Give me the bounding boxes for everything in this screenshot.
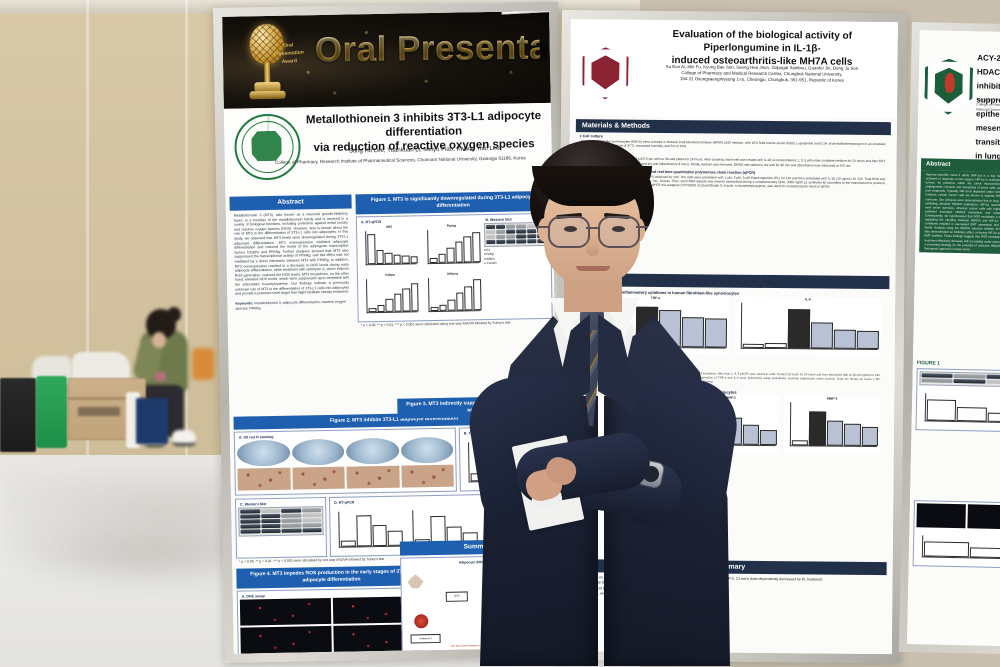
black-trash-bin bbox=[0, 378, 36, 452]
keywords-label: Keywords: bbox=[235, 300, 254, 306]
box-logo bbox=[78, 407, 120, 416]
tote-bag bbox=[136, 398, 168, 444]
presenter bbox=[452, 140, 752, 667]
figure4-header: Figure 4. MT3 impedes ROS production in … bbox=[236, 565, 427, 589]
orange-object bbox=[192, 348, 214, 380]
poster-middle-authors: Su Eun Ai, Min Fu, Kyung Bae Son, Seong … bbox=[665, 63, 859, 83]
chart-il-6: IL-6 bbox=[734, 296, 882, 357]
wall-seam bbox=[86, 0, 89, 470]
abstract-body-right: Hypoxia-inducible factor-1 alpha (HIF-1α… bbox=[919, 170, 1000, 255]
oral-presentation-award-banner: Oral Presentation Award Oral Presentatio… bbox=[222, 10, 551, 109]
western-blot-figure2 bbox=[238, 506, 324, 537]
figure1-header-right: FIGURE 1 bbox=[916, 360, 940, 367]
chart-cebpa: Cebpa bbox=[359, 272, 421, 320]
ear-left bbox=[538, 218, 551, 242]
poster-number-tag: P4-1 bbox=[500, 10, 551, 15]
abstract-body: Metallothionein 3 (MT3), also known as a… bbox=[233, 211, 350, 296]
chart-mt3: Mt3 bbox=[359, 224, 421, 272]
poster-right-authors: Seong-Jun Park, Albert Lan, et al. Colle… bbox=[976, 97, 1000, 112]
keywords-line: Keywords: metallothionein 3; adipocyte d… bbox=[231, 297, 353, 313]
mouth bbox=[576, 266, 610, 271]
award-title: Oral Presentation Award bbox=[314, 25, 551, 70]
poster-middle-header: Evaluation of the biological activity of… bbox=[569, 19, 898, 119]
poster-number-text: P4-1 bbox=[502, 11, 551, 14]
chungbuk-university-seal-icon bbox=[582, 47, 628, 99]
university-seal-icon bbox=[924, 58, 973, 115]
poster-board-right: ACY-241, an HDAC6 inhibitor, suppresses … bbox=[898, 22, 1000, 655]
eye-right bbox=[612, 226, 625, 232]
trophy-plaque-text: Oral Presentation Award bbox=[273, 42, 305, 66]
hair-fringe bbox=[532, 166, 652, 206]
box-tape bbox=[68, 397, 146, 400]
poster-middle-title: Evaluation of the biological activity of… bbox=[671, 29, 853, 68]
eyeglasses bbox=[537, 216, 648, 248]
green-recycling-bin bbox=[36, 376, 67, 448]
nose bbox=[586, 236, 599, 256]
chonnam-university-seal-icon bbox=[233, 113, 302, 181]
poster-right-surface: ACY-241, an HDAC6 inhibitor, suppresses … bbox=[906, 30, 1000, 647]
wall-seam bbox=[185, 0, 188, 470]
eye-left bbox=[564, 226, 577, 232]
chart-mmp-3: MMP-3 bbox=[783, 395, 881, 453]
